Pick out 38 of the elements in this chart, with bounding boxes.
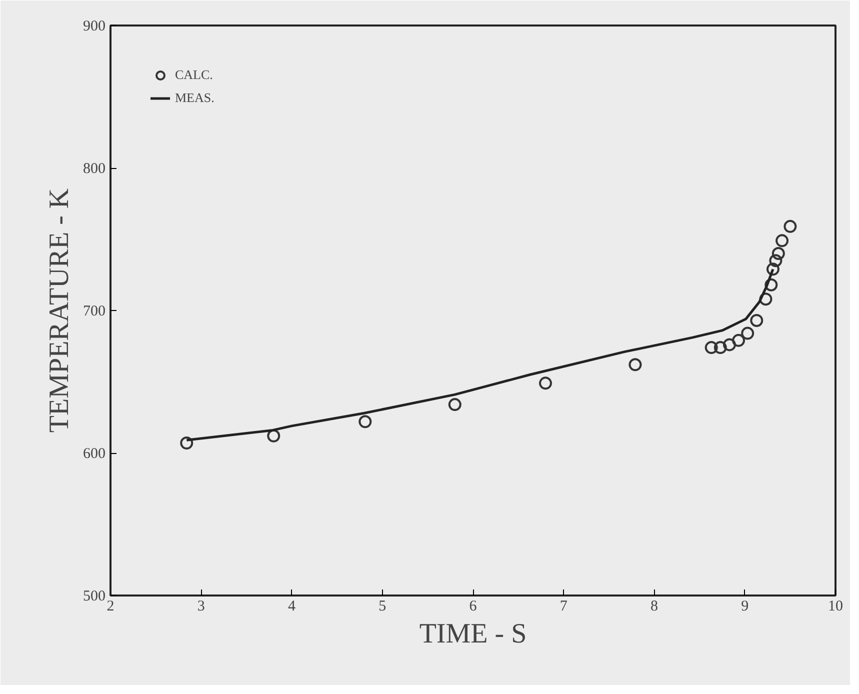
point bbox=[784, 220, 797, 233]
point bbox=[180, 436, 194, 450]
y-tick-label: 800 bbox=[83, 161, 106, 177]
point bbox=[267, 429, 280, 442]
point bbox=[448, 398, 462, 412]
y-tick-label: 500 bbox=[83, 588, 106, 604]
x-tick-label: 5 bbox=[378, 598, 386, 614]
x-tick-label: 6 bbox=[469, 598, 478, 614]
point bbox=[714, 341, 727, 354]
point bbox=[759, 292, 772, 306]
point bbox=[750, 314, 764, 327]
x-tick-label: 2 bbox=[106, 598, 114, 614]
point bbox=[769, 254, 782, 268]
x-tick-label: 10 bbox=[828, 598, 843, 614]
point bbox=[722, 338, 736, 352]
x-tick-label: 8 bbox=[650, 598, 658, 614]
y-tick-label: 600 bbox=[83, 446, 106, 462]
line-series bbox=[185, 268, 774, 442]
point bbox=[764, 278, 778, 292]
point bbox=[704, 341, 718, 354]
x-tick-label: 9 bbox=[741, 598, 749, 614]
point bbox=[772, 247, 785, 260]
legend-label: MEAS. bbox=[175, 90, 214, 106]
point bbox=[741, 326, 754, 340]
x-tick-label: 4 bbox=[288, 598, 296, 614]
x-axis-title: TIME - S bbox=[419, 618, 527, 650]
y-tick-label: 900 bbox=[83, 18, 106, 34]
x-tick-label: 7 bbox=[560, 598, 568, 614]
legend-label: CALC. bbox=[175, 67, 213, 83]
point bbox=[358, 415, 372, 428]
point bbox=[776, 234, 789, 248]
point bbox=[766, 262, 780, 276]
y-axis-title: TEMPERATURE - K bbox=[44, 188, 75, 433]
y-tick-label: 700 bbox=[83, 304, 106, 320]
point bbox=[628, 358, 642, 372]
point bbox=[732, 334, 746, 347]
point bbox=[539, 376, 552, 390]
x-tick-label: 3 bbox=[197, 598, 205, 614]
